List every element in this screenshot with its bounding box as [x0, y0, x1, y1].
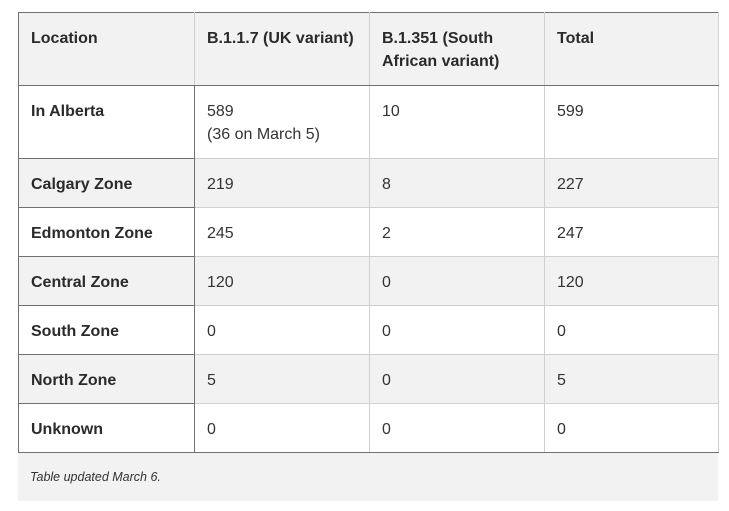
row-location: Edmonton Zone [18, 207, 195, 257]
header-location: Location [18, 12, 195, 86]
row-uk-value: 120 [194, 256, 370, 306]
row-total-value: 227 [544, 158, 719, 208]
row-location: In Alberta [18, 85, 195, 159]
table-caption: Table updated March 6. [18, 453, 718, 501]
row-location: South Zone [18, 305, 195, 355]
row-uk-cell: 589 (36 on March 5) [194, 85, 370, 159]
header-total: Total [544, 12, 719, 86]
row-sa-value: 10 [369, 85, 545, 159]
row-location: Central Zone [18, 256, 195, 306]
table-row: Calgary Zone 219 8 227 [18, 158, 719, 208]
table-row: North Zone 5 0 5 [18, 354, 719, 404]
row-total-value: 247 [544, 207, 719, 257]
row-sa-value: 0 [369, 305, 545, 355]
table-row: South Zone 0 0 0 [18, 305, 719, 355]
row-sa-value: 8 [369, 158, 545, 208]
variant-cases-table: Location B.1.1.7 (UK variant) B.1.351 (S… [18, 12, 719, 453]
row-sa-value: 0 [369, 256, 545, 306]
row-total-value: 120 [544, 256, 719, 306]
row-sa-value: 0 [369, 354, 545, 404]
table-header-row: Location B.1.1.7 (UK variant) B.1.351 (S… [18, 12, 719, 86]
row-location: Unknown [18, 403, 195, 453]
table-row: Central Zone 120 0 120 [18, 256, 719, 306]
row-uk-value: 245 [194, 207, 370, 257]
row-total-value: 0 [544, 403, 719, 453]
header-uk-variant: B.1.1.7 (UK variant) [194, 12, 370, 86]
row-uk-value: 0 [194, 403, 370, 453]
row-total-value: 5 [544, 354, 719, 404]
row-sa-value: 0 [369, 403, 545, 453]
row-uk-value: 5 [194, 354, 370, 404]
row-total-value: 599 [544, 85, 719, 159]
table-row: Unknown 0 0 0 [18, 403, 719, 453]
row-sa-value: 2 [369, 207, 545, 257]
row-location: North Zone [18, 354, 195, 404]
row-location: Calgary Zone [18, 158, 195, 208]
table-row: Edmonton Zone 245 2 247 [18, 207, 719, 257]
table-row: In Alberta 589 (36 on March 5) 10 599 [18, 85, 719, 159]
row-uk-value: 589 [207, 103, 234, 120]
variant-cases-table-container: Location B.1.1.7 (UK variant) B.1.351 (S… [18, 12, 719, 501]
row-uk-value: 219 [194, 158, 370, 208]
row-uk-value: 0 [194, 305, 370, 355]
header-south-african-variant: B.1.351 (South African variant) [369, 12, 545, 86]
row-uk-note: (36 on March 5) [207, 126, 320, 143]
row-total-value: 0 [544, 305, 719, 355]
